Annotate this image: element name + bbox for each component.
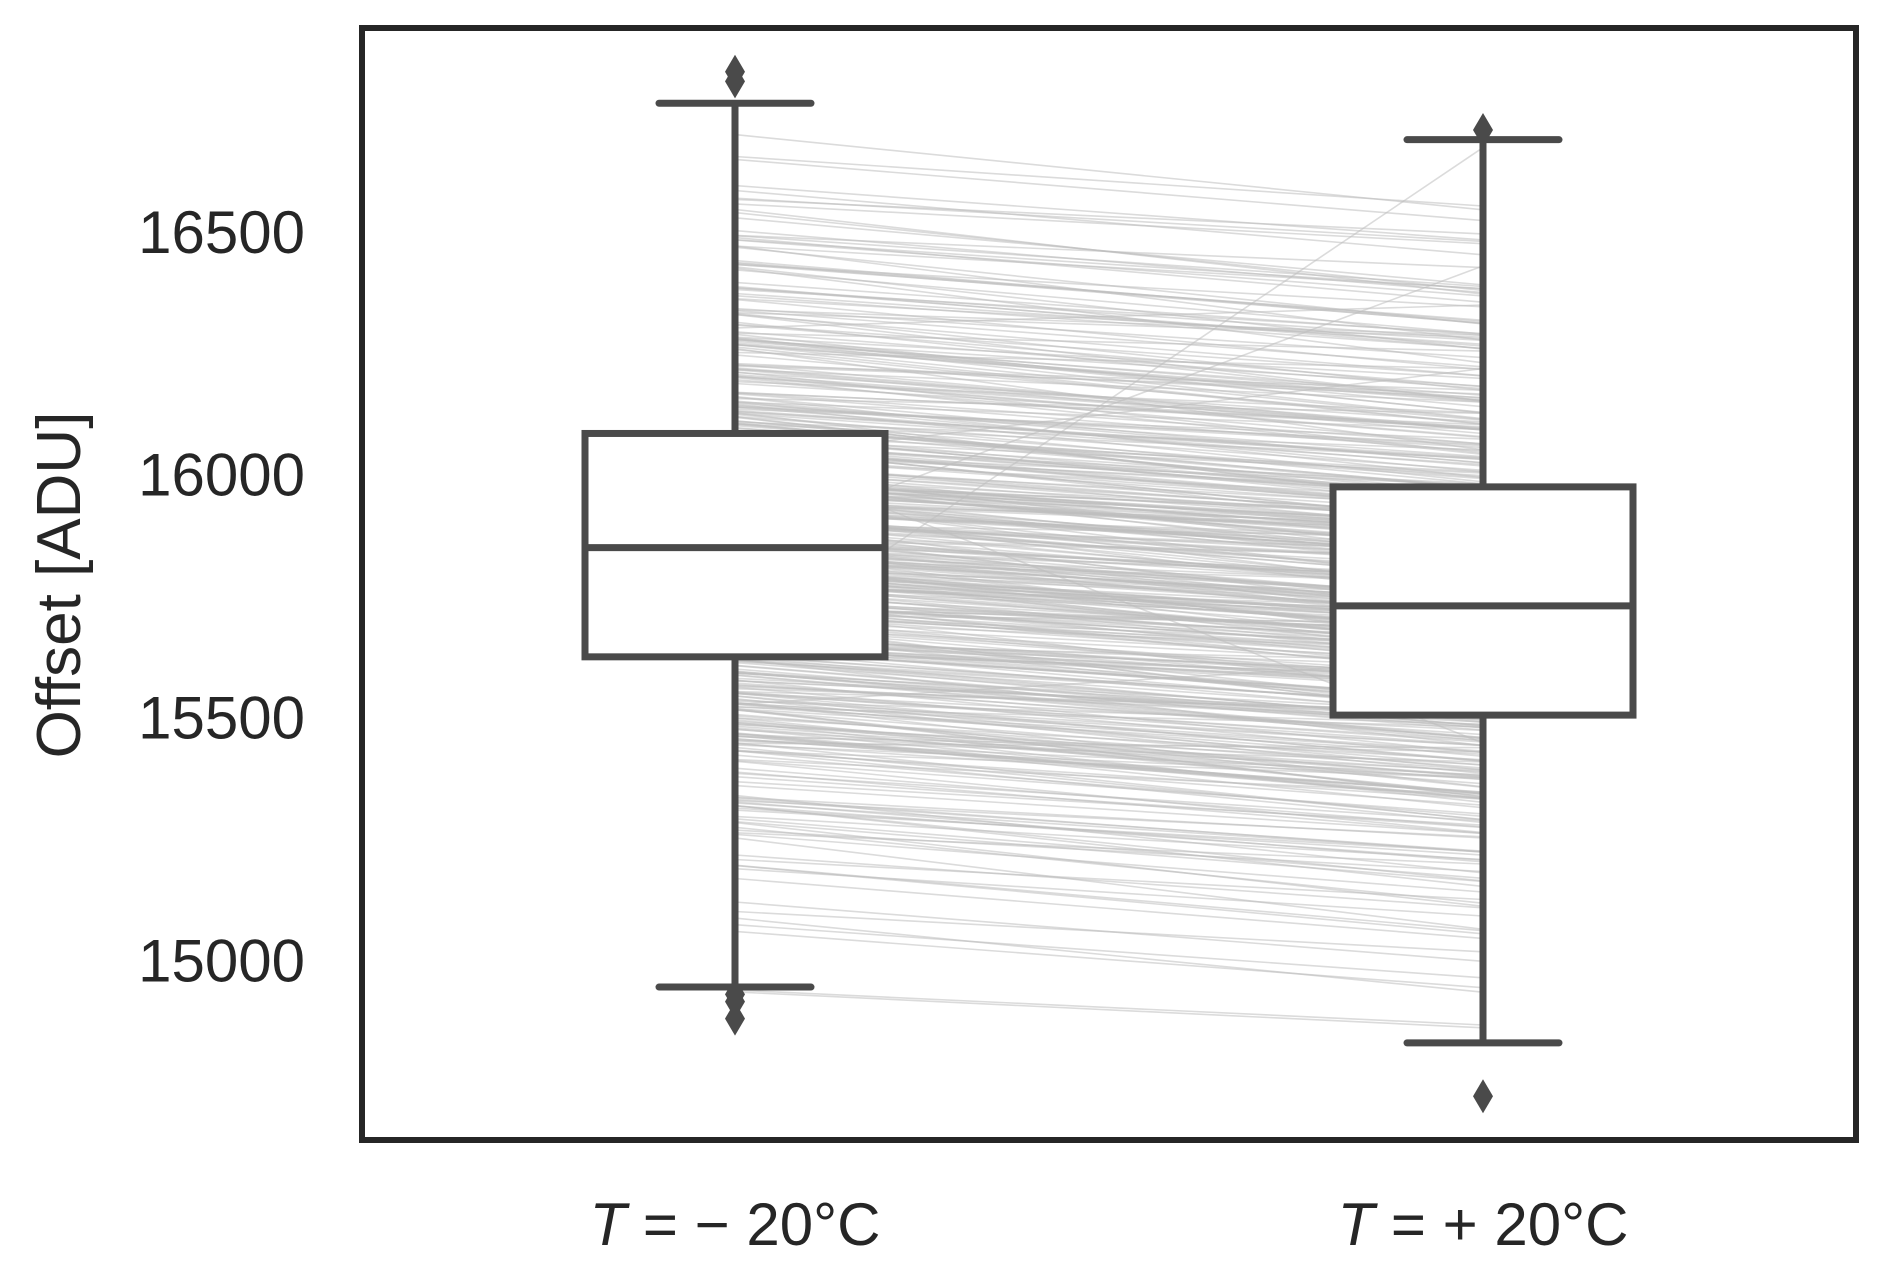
x-axis-ticks: T = − 20°C T = + 20°C [590,1191,1629,1258]
x-tick-label: T = + 20°C [1338,1191,1629,1258]
paired-line [734,375,1484,439]
outlier-marker [725,1001,745,1036]
paired-line [734,930,1484,989]
paired-line [734,701,1484,788]
box-iqr [1329,483,1637,719]
paired-line [734,393,1484,453]
paired-line [734,375,1484,431]
paired-line [734,719,1484,795]
paired-line [734,820,1484,883]
paired-line [734,348,1484,426]
plot-frame [359,25,1859,1143]
paired-line [734,728,1484,799]
paired-line [734,402,1484,458]
paired-line [734,281,1484,336]
paired-line [734,732,1484,799]
paired-line [734,406,1484,467]
paired-line [734,804,1484,888]
y-axis-ticks: 15000 15500 16000 16500 [138,199,305,994]
paired-line [734,158,1484,222]
paired-line [734,238,1484,290]
paired-line [734,155,1484,207]
boxes [581,54,1637,1114]
paired-line [734,739,1484,776]
paired-line [734,709,1484,769]
paired-line [734,864,1484,932]
paired-line [734,297,1484,342]
paired-line [734,323,1484,377]
paired-line [734,245,1484,290]
y-tick-label: 15000 [138,927,305,994]
paired-line [734,700,1484,725]
paired-line [734,742,1484,793]
paired-line [734,709,1484,789]
paired-line [734,331,1484,390]
paired-line [734,189,1484,256]
paired-line [734,198,1484,235]
paired-line [734,363,1484,431]
y-tick-label: 16000 [138,442,305,509]
outlier-marker [725,64,745,99]
paired-line [734,406,1484,449]
x-tick-label: T = − 20°C [590,1191,881,1258]
paired-line [734,989,1484,1026]
y-tick-label: 15500 [138,685,305,752]
paired-line [734,692,1484,746]
paired-line [734,775,1484,829]
paired-line [734,287,1484,347]
paired-line [734,400,1484,464]
paired-line [734,796,1484,839]
paired-line [734,818,1484,880]
paired-line [734,312,1484,391]
paired-line [734,837,1484,931]
paired-line [734,692,1484,732]
paired-line [734,991,1484,1029]
paired-line [734,798,1484,852]
paired-line [734,338,1484,420]
paired-line [734,802,1484,853]
box-group [581,54,889,1036]
paired-line [734,262,1484,324]
paired-line [734,917,1484,993]
paired-line [734,234,1484,288]
outlier-marker [1473,1079,1493,1114]
outlier-marker [1473,112,1493,147]
paired-line [734,742,1484,821]
paired-line [734,332,1484,352]
paired-line [734,409,1484,460]
paired-line [734,333,1484,414]
box-group [1329,112,1637,1114]
paired-line [734,758,1484,796]
paired-line [734,833,1484,893]
paired-line [734,826,1484,904]
paired-line [734,392,1484,445]
paired-line [734,854,1484,909]
paired-line [734,364,1484,391]
paired-line [734,767,1484,828]
paired-line [734,263,1484,308]
paired-line [734,749,1484,824]
paired-line [734,784,1484,835]
paired-line [734,695,1484,771]
paired-line [734,923,1484,979]
paired-line [734,336,1484,380]
paired-line [734,309,1484,368]
paired-line [734,307,1484,359]
paired-line [734,267,1484,364]
paired-line [734,671,1484,740]
paired-line [734,324,1484,388]
paired-line [734,901,1484,963]
y-axis-label: Offset [ADU] [25,412,94,759]
paired-line [734,698,1484,747]
paired-line [734,203,1484,245]
y-tick-label: 16500 [138,199,305,266]
paired-line [734,683,1484,736]
paired-line [734,821,1484,908]
paired-line [734,877,1484,940]
paired-line [734,313,1484,377]
